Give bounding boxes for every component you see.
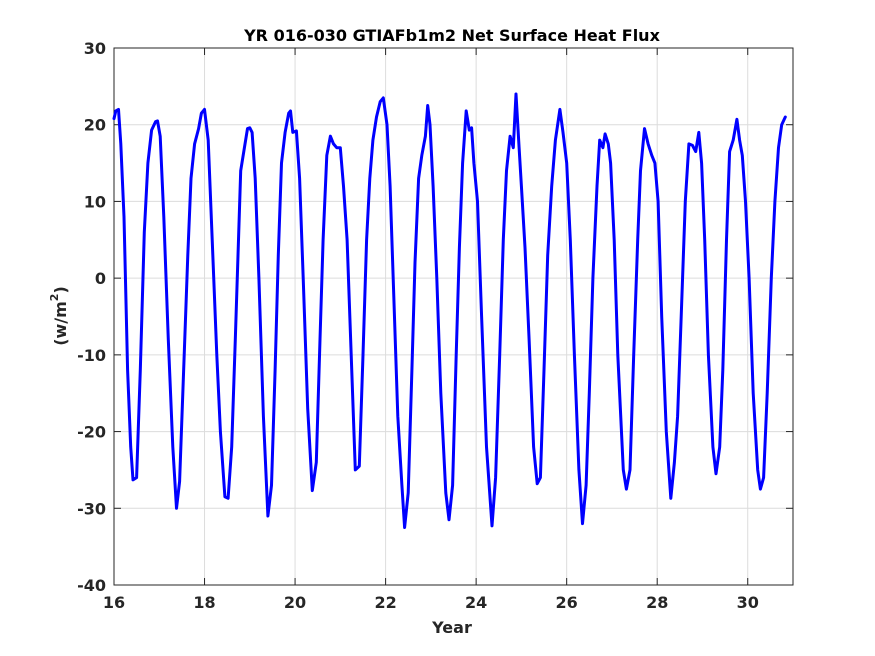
y-tick-label: -30: [77, 499, 106, 518]
x-tick-label: 16: [103, 593, 125, 612]
y-tick-label: 20: [84, 116, 106, 135]
y-tick-label: -20: [77, 423, 106, 442]
x-tick-labels: 16 18 20 22 24 26 28 30: [103, 593, 759, 612]
series-line: [112, 92, 787, 529]
y-axis-label-base: (w/m: [51, 301, 70, 346]
y-tick-label: -10: [77, 346, 106, 365]
x-tick-label: 22: [374, 593, 396, 612]
x-tick-label: 30: [737, 593, 759, 612]
chart-title: YR 016-030 GTIAFb1m2 Net Surface Heat Fl…: [243, 26, 660, 45]
x-axis-label: Year: [431, 618, 472, 637]
x-tick-label: 28: [646, 593, 668, 612]
y-tick-label: 30: [84, 39, 106, 58]
y-tick-label: 10: [84, 192, 106, 211]
plot-area-border: [113, 47, 794, 586]
y-axis-label-superscript: 2: [48, 294, 61, 302]
y-axis-label-close: ): [51, 286, 70, 293]
tick-marks: [113, 47, 793, 586]
x-tick-label: 20: [284, 593, 306, 612]
y-tick-labels: -40 -30 -20 -10 0 10 20 30: [77, 39, 106, 595]
x-tick-label: 26: [556, 593, 578, 612]
y-tick-label: -40: [77, 576, 106, 595]
x-tick-label: 18: [193, 593, 215, 612]
y-axis-label: (w/m2): [48, 286, 70, 346]
grid-lines: [113, 47, 793, 586]
x-tick-label: 24: [465, 593, 487, 612]
y-tick-label: 0: [95, 269, 106, 288]
